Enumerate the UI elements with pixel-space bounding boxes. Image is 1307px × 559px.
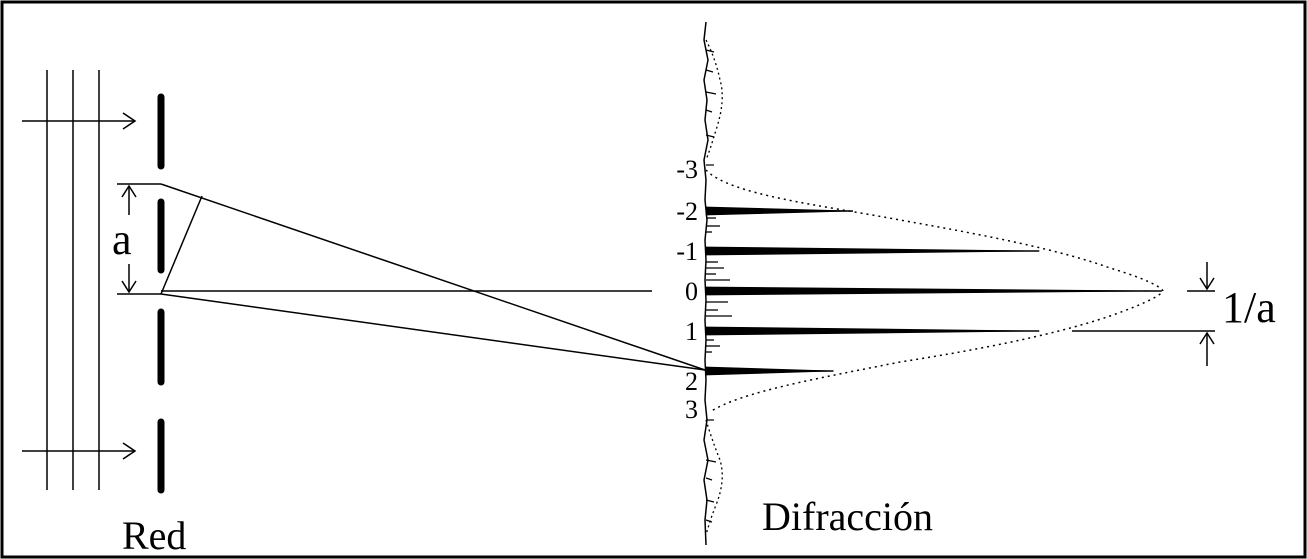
- grating-label: Red: [122, 513, 186, 558]
- diffraction-envelope: [705, 169, 1164, 413]
- order-label: -2: [676, 197, 698, 226]
- peak-order-0: [705, 286, 1162, 296]
- order-label: 1: [685, 317, 698, 346]
- incident-wavefronts: [46, 70, 100, 490]
- principal-maxima: [705, 206, 1162, 376]
- order-label: 3: [685, 395, 698, 424]
- order-label: 2: [685, 367, 698, 396]
- subsidiary-fringes: [706, 217, 732, 353]
- peak-order-2: [705, 366, 834, 376]
- order-labels: -3 -2 -1 0 1 23: [676, 155, 698, 424]
- incident-arrow-bottom: [22, 442, 137, 460]
- peak-order-1: [705, 326, 1040, 336]
- path-difference-lines: [160, 183, 706, 371]
- screen-axis-ticks: [705, 49, 717, 523]
- side-lobe-top: [705, 39, 723, 161]
- order-label: -1: [676, 237, 698, 266]
- diffraction-label: Difracción: [762, 494, 933, 539]
- order-label: -3: [676, 155, 698, 184]
- peak-spacing-label: 1/a: [1222, 283, 1276, 332]
- slit-spacing-label: a: [112, 215, 132, 264]
- peak-spacing-dimension: [1072, 262, 1215, 366]
- peak-order-neg1: [705, 246, 1040, 256]
- slit-spacing-dimension: [117, 183, 161, 295]
- order-label: 0: [685, 277, 698, 306]
- side-lobe-bottom: [705, 419, 723, 536]
- incident-arrow-top: [22, 112, 137, 130]
- peak-order-neg2: [705, 206, 854, 216]
- screen-axis: [703, 21, 709, 546]
